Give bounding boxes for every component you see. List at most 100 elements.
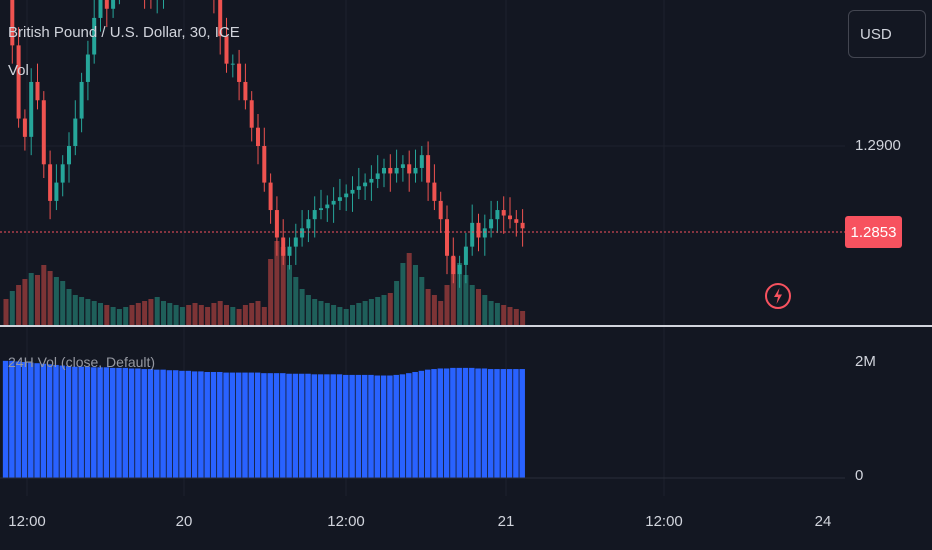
indicator-bar xyxy=(179,370,185,478)
volume-bar xyxy=(482,295,488,325)
volume-bar xyxy=(507,307,513,325)
indicator-bar xyxy=(223,372,229,478)
candle xyxy=(520,222,525,229)
volume-bar xyxy=(79,297,85,325)
candle xyxy=(476,222,481,238)
candle xyxy=(237,63,242,82)
volume-bar xyxy=(400,263,406,325)
volume-bar xyxy=(41,265,47,325)
candle xyxy=(344,193,349,198)
indicator-bar xyxy=(122,367,129,478)
volume-bar xyxy=(179,307,185,325)
candle xyxy=(356,186,361,190)
indicator-bar xyxy=(147,369,154,478)
chart-title[interactable]: British Pound / U.S. Dollar, 30, ICE xyxy=(8,24,240,41)
volume-label[interactable]: Vol xyxy=(8,62,29,79)
volume-bar xyxy=(110,307,116,325)
candle xyxy=(407,164,412,174)
volume-bar xyxy=(28,273,34,325)
indicator-bar xyxy=(406,373,412,478)
candle xyxy=(375,173,380,179)
grid-lines xyxy=(0,0,845,496)
indicator-bar xyxy=(185,370,192,478)
indicator-bar xyxy=(393,374,399,478)
indicator-bar xyxy=(128,368,135,478)
lightning-icon[interactable] xyxy=(763,281,793,311)
volume-bar xyxy=(129,305,135,325)
indicator-bar xyxy=(424,369,431,478)
indicator-bar xyxy=(72,366,78,478)
indicator-bar xyxy=(172,370,179,478)
currency-button[interactable]: USD xyxy=(848,10,926,58)
indicator-bar xyxy=(166,370,173,478)
candle xyxy=(287,246,292,256)
volume-bar xyxy=(501,305,507,325)
indicator-scale-tick: 2M xyxy=(855,353,876,370)
indicator-label[interactable]: 24H Vol (close, Default) xyxy=(8,354,156,370)
volume-bar xyxy=(318,301,324,325)
time-axis-tick: 24 xyxy=(814,513,832,530)
indicator-bar xyxy=(2,360,9,478)
volume-bar xyxy=(154,297,160,325)
volume-bar xyxy=(343,309,349,325)
candle xyxy=(501,210,506,216)
indicator-bar xyxy=(154,369,160,478)
indicator-bar xyxy=(494,369,500,478)
volume-bar xyxy=(198,305,204,325)
indicator-bar xyxy=(160,369,166,478)
volume-bar xyxy=(457,263,463,325)
candle xyxy=(73,118,78,146)
candle xyxy=(85,54,90,82)
volume-bar xyxy=(98,303,103,325)
candle xyxy=(60,164,65,183)
indicator-bar xyxy=(217,371,223,478)
price-candles xyxy=(10,0,525,288)
candle xyxy=(451,255,456,275)
indicator-bar xyxy=(399,374,406,478)
indicator-bar xyxy=(343,374,349,478)
volume-bar xyxy=(299,289,305,325)
volume-bar xyxy=(22,279,28,325)
candle xyxy=(382,167,386,174)
volume-bar xyxy=(66,289,72,325)
indicator-bar xyxy=(15,361,21,478)
candle xyxy=(54,182,59,201)
indicator-bar xyxy=(229,372,236,478)
volume-bar xyxy=(387,293,393,325)
indicator-bar xyxy=(311,374,318,478)
candle xyxy=(262,146,267,183)
candle xyxy=(331,200,336,205)
volume-bar xyxy=(173,305,179,325)
candle xyxy=(325,204,330,209)
indicator-bar xyxy=(267,373,273,478)
indicator-bar xyxy=(9,360,15,478)
volume-bars xyxy=(3,241,526,325)
volume-bar xyxy=(337,307,343,325)
candle xyxy=(256,127,260,146)
indicator-bar xyxy=(34,363,40,478)
volume-bar xyxy=(406,253,412,325)
candle xyxy=(67,146,71,165)
indicator-bar xyxy=(204,371,210,478)
volume-bar xyxy=(431,295,437,325)
volume-bar xyxy=(242,305,248,325)
indicator-bar xyxy=(248,372,255,478)
volume-bar xyxy=(274,241,280,325)
indicator-bar xyxy=(298,373,305,478)
volume-bar xyxy=(368,299,374,325)
indicator-bar xyxy=(286,373,292,478)
candle xyxy=(306,219,311,229)
candle xyxy=(224,36,229,64)
volume-bar xyxy=(381,295,387,325)
indicator-bar xyxy=(418,370,425,478)
volume-bar xyxy=(3,299,9,325)
indicator-bar xyxy=(97,367,103,478)
candle xyxy=(281,237,286,256)
indicator-bar xyxy=(135,368,141,478)
volume-bar xyxy=(60,281,66,325)
price-scale-tick: 1.2900 xyxy=(855,137,901,154)
volume-bar xyxy=(293,277,299,325)
candle xyxy=(445,219,449,256)
indicator-bar xyxy=(292,373,299,478)
